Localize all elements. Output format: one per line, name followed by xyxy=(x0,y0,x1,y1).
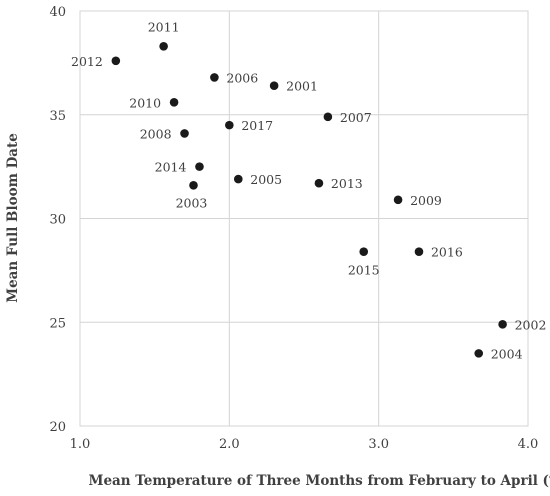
data-label: 2017 xyxy=(241,118,273,133)
data-point xyxy=(189,181,198,190)
data-point xyxy=(269,81,279,90)
data-label: 2007 xyxy=(340,110,372,125)
data-point xyxy=(498,320,507,329)
grid-lines xyxy=(79,10,529,427)
y-tick-label: 25 xyxy=(49,316,66,331)
data-point xyxy=(180,129,189,138)
data-point xyxy=(225,120,234,130)
data-point xyxy=(111,56,121,66)
data-label: 2008 xyxy=(140,126,172,141)
data-point xyxy=(210,73,219,82)
y-axis-title: Mean Full Bloom Date xyxy=(5,133,21,303)
data-point xyxy=(323,112,333,122)
data-label: 2001 xyxy=(286,79,318,94)
data-point xyxy=(359,247,369,256)
data-label: 2015 xyxy=(348,263,380,278)
y-tick-label: 20 xyxy=(49,420,66,435)
x-tick-label: 2.0 xyxy=(219,437,240,452)
data-point xyxy=(159,41,168,51)
data-label: 2006 xyxy=(226,70,258,85)
x-tick-label: 3.0 xyxy=(368,437,389,452)
data-label: 2010 xyxy=(129,95,161,110)
data-point xyxy=(393,195,403,205)
tick-labels: 1.0 2.0 3.0 4.0 20 25 30 35 40 xyxy=(49,5,538,452)
x-tick-label: 1.0 xyxy=(70,437,91,452)
data-label: 2004 xyxy=(491,346,523,361)
y-tick-label: 30 xyxy=(49,213,66,228)
y-tick-label: 40 xyxy=(49,5,66,20)
data-label: 2003 xyxy=(176,195,208,210)
data-point xyxy=(233,174,243,184)
plot-frame xyxy=(79,10,529,427)
x-axis-title: Mean Temperature of Three Months from Fe… xyxy=(89,473,550,489)
data-label: 2002 xyxy=(515,317,547,332)
x-tick-label: 4.0 xyxy=(518,437,539,452)
data-label: 2005 xyxy=(250,172,282,187)
data-point xyxy=(195,162,204,171)
data-label: 2013 xyxy=(331,176,363,191)
data-point xyxy=(169,98,179,107)
data-label: 2009 xyxy=(410,193,442,208)
y-tick-label: 35 xyxy=(49,109,66,124)
data-point xyxy=(314,178,324,188)
data-label: 2012 xyxy=(71,54,103,69)
data-points: 2011 2012 2006 2001 2010 2007 2017 2008 2014 2005… xyxy=(71,19,546,361)
data-point xyxy=(414,247,424,256)
data-label: 2011 xyxy=(148,19,180,34)
data-point xyxy=(474,349,484,358)
data-label: 2016 xyxy=(431,245,463,260)
data-label: 2014 xyxy=(155,160,187,175)
